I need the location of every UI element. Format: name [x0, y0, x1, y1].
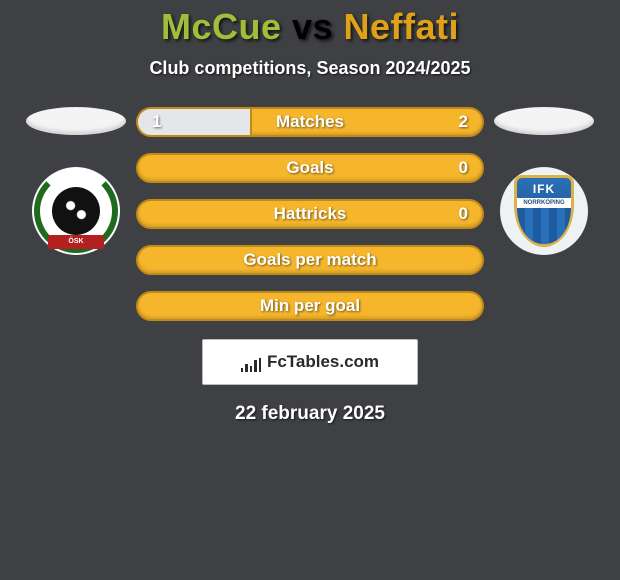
stat-value-right: 0 [459, 204, 468, 224]
stat-bar: Goals 0 [136, 153, 484, 183]
footer-attribution[interactable]: FcTables.com [202, 339, 418, 385]
stat-label: Goals [286, 158, 333, 178]
crest-right-top: IFK [533, 182, 555, 196]
icon-bar [250, 366, 252, 372]
comparison-row: ÖSK Matches 1 2 Goals 0 Hattricks 0 Goals per m… [0, 107, 620, 321]
shield-icon: IFK NORRKÖPING [514, 175, 574, 247]
stat-bar: Min per goal [136, 291, 484, 321]
stat-value-right: 0 [459, 158, 468, 178]
icon-bar [259, 358, 261, 372]
icon-bar [254, 360, 256, 372]
player2-silhouette [494, 107, 594, 135]
club-crest-left: ÖSK [32, 167, 120, 255]
stats-bars: Matches 1 2 Goals 0 Hattricks 0 Goals per match… [136, 107, 484, 321]
stat-label: Matches [276, 112, 344, 132]
stat-label: Min per goal [260, 296, 360, 316]
crest-stripes [517, 208, 571, 244]
crest-right-band: NORRKÖPING [517, 198, 571, 208]
right-side-col: IFK NORRKÖPING [484, 107, 604, 255]
left-side-col: ÖSK [16, 107, 136, 255]
title-player1: McCue [161, 6, 282, 47]
subtitle: Club competitions, Season 2024/2025 [0, 58, 620, 79]
page-title: McCue vs Neffati [0, 0, 620, 48]
football-icon [52, 187, 100, 235]
stat-bar: Hattricks 0 [136, 199, 484, 229]
stat-bar: Goals per match [136, 245, 484, 275]
title-vs: vs [281, 6, 343, 47]
player1-silhouette [26, 107, 126, 135]
stat-label: Goals per match [243, 250, 376, 270]
stat-value-left: 1 [152, 112, 161, 132]
stat-label: Hattricks [274, 204, 347, 224]
title-player2: Neffati [344, 6, 460, 47]
club-crest-right: IFK NORRKÖPING [500, 167, 588, 255]
icon-bar [241, 368, 243, 372]
stat-bar: Matches 1 2 [136, 107, 484, 137]
footer-brand: FcTables.com [267, 352, 379, 372]
stat-value-right: 2 [459, 112, 468, 132]
crest-left-ribbon: ÖSK [48, 235, 104, 249]
snapshot-date: 22 february 2025 [0, 403, 620, 425]
bar-chart-icon [241, 352, 261, 372]
icon-bar [245, 364, 247, 372]
